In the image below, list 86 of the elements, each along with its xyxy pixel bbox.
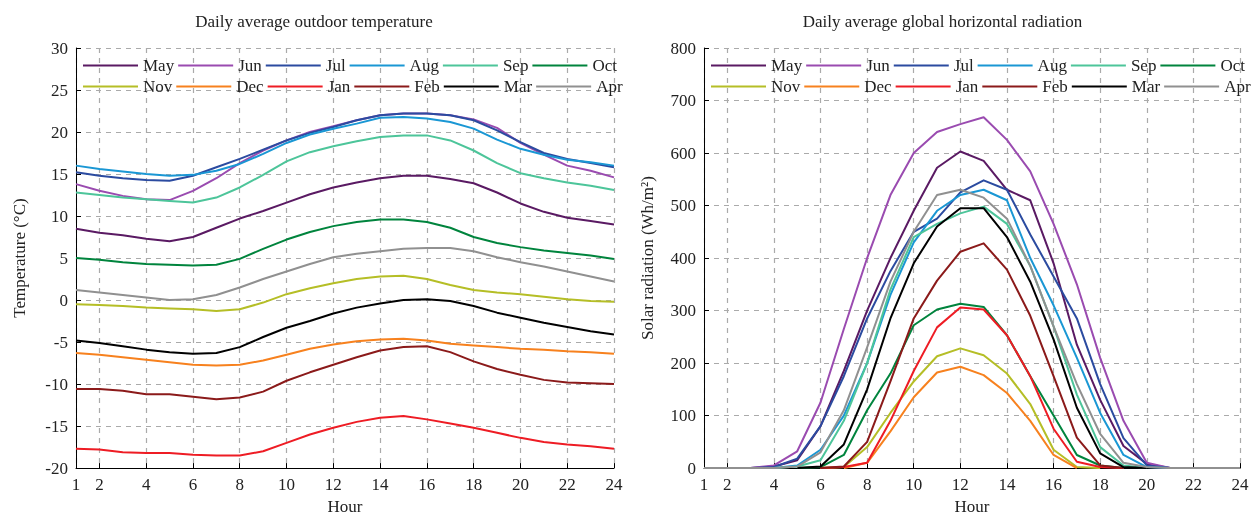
legend-label: Oct [592,56,618,75]
legend-label: Nov [143,77,173,96]
x-tick-label: 8 [235,475,244,495]
x-tick-label: 16 [418,475,436,495]
y-tick-label: 700 [670,91,696,111]
y-tick-label: -5 [53,332,68,352]
x-tick-label: 14 [998,475,1016,495]
x-axis-title: Hour [954,497,990,516]
legend-label: Dec [864,77,893,96]
x-tick-label: 16 [1045,475,1063,495]
x-tick-label: 22 [558,475,576,495]
x-tick-label: 10 [905,475,923,495]
x-tick-label: 6 [816,475,825,495]
line-series [819,242,1125,470]
y-tick-label: 30 [51,38,68,58]
x-tick-label: 14 [371,475,390,495]
legend-label: Jan [955,77,979,96]
chart-title: Daily average outdoor temperature [195,12,433,31]
y-tick-label: 20 [51,122,68,142]
x-tick-label: 12 [951,475,969,495]
legend-label: May [143,56,175,75]
y-tick-label: 0 [687,458,696,478]
x-tick-label: 4 [141,475,151,495]
y-tick-label: 500 [670,196,696,216]
legend-label: Mar [503,77,533,96]
x-tick-label: 20 [1138,475,1156,495]
legend-label: Nov [771,77,801,96]
x-axis-title: Hour [327,497,363,516]
legend-label: Aug [1037,56,1068,75]
line-series [75,337,615,367]
legend-label: Sep [502,56,529,75]
y-tick-label: 800 [670,38,696,58]
y-tick-label: -20 [45,458,68,478]
x-tick-label: 6 [188,475,198,495]
y-tick-label: 300 [670,301,696,321]
legend-label: Oct [1220,56,1246,75]
x-tick-label: 24 [1231,475,1249,495]
x-tick-label: 2 [723,475,732,495]
x-tick-label: 10 [278,475,296,495]
y-tick-label: 15 [51,164,68,184]
legend-label: Feb [414,77,440,96]
x-tick-label: 20 [511,475,529,495]
line-series [75,246,615,302]
y-axis-title: Solar radiation (Wh/m²) [638,176,657,340]
legend-label: Apr [1224,77,1251,96]
legend-label: Jul [953,56,974,75]
y-tick-label: -15 [45,416,68,436]
legend-label: Jun [238,56,263,75]
y-tick-label: 25 [51,80,68,100]
x-tick-label: 18 [465,475,483,495]
y-axis-title: Temperature (°C) [10,198,29,318]
y-tick-label: 0 [59,290,68,310]
line-series [75,174,615,243]
x-tick-label: 2 [95,475,104,495]
legend-label: Mar [1131,77,1161,96]
y-tick-label: -10 [45,374,68,394]
y-tick-label: 5 [59,248,68,268]
line-series [75,415,615,457]
legend-label: Sep [1130,56,1157,75]
x-tick-label: 12 [324,475,342,495]
line-series [75,134,615,204]
x-tick-label: 8 [862,475,872,495]
x-tick-label: 1 [699,475,709,495]
legend-label: Apr [596,77,623,96]
line-series [842,365,1078,470]
legend-label: Jul [325,56,346,75]
legend-label: May [771,56,803,75]
chart-title: Daily average global horizontal radiation [802,12,1083,31]
y-tick-label: 600 [670,143,696,163]
y-tick-label: 10 [51,206,68,226]
legend-label: Feb [1042,77,1068,96]
x-tick-label: 22 [1184,475,1202,495]
line-series [75,218,615,267]
y-tick-label: 200 [670,353,696,373]
y-tick-label: 400 [670,248,696,268]
y-tick-label: 100 [670,406,696,426]
legend-label: Dec [236,77,265,96]
legend-label: Jan [327,77,351,96]
line-series [75,274,615,312]
x-tick-label: 24 [605,475,623,495]
x-tick-label: 1 [71,475,81,495]
x-tick-label: 18 [1091,475,1109,495]
x-tick-label: 4 [769,475,779,495]
legend-label: Jun [866,56,891,75]
legend-label: Aug [409,56,440,75]
line-series [75,345,615,401]
